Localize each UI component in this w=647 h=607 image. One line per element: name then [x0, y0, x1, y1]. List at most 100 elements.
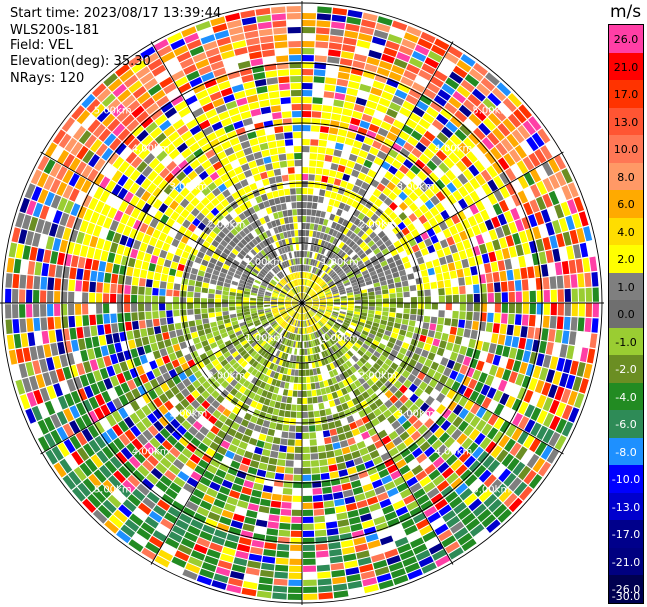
gate-cell — [388, 71, 402, 82]
gate-cell — [381, 350, 390, 358]
gate-cell — [481, 423, 493, 436]
gate-cell — [84, 337, 93, 349]
gate-cell — [147, 327, 155, 336]
gate-cell — [167, 32, 183, 44]
gate-cell — [189, 76, 203, 88]
gate-cell — [284, 331, 289, 338]
gate-cell — [288, 432, 296, 439]
gate-cell — [414, 398, 424, 408]
gate-cell — [302, 453, 311, 460]
gate-cell — [427, 434, 438, 446]
gate-cell — [322, 105, 333, 113]
gate-cell — [296, 294, 300, 300]
gate-cell — [336, 318, 344, 324]
gate-cell — [363, 526, 377, 536]
gate-cell — [271, 493, 282, 501]
gate-cell — [305, 334, 308, 341]
gate-cell — [332, 442, 341, 450]
gate-cell — [390, 332, 399, 339]
gate-cell — [399, 147, 411, 158]
gate-cell — [142, 234, 151, 244]
gate-cell — [418, 118, 431, 130]
gate-cell — [119, 361, 129, 372]
gate-cell — [217, 355, 226, 363]
gate-cell — [392, 226, 401, 235]
gate-cell — [93, 421, 105, 435]
gate-cell — [153, 210, 164, 221]
gate-cell — [347, 310, 354, 314]
gate-cell — [452, 286, 459, 295]
gate-cell — [266, 406, 274, 415]
gate-cell — [445, 303, 452, 311]
gate-cell — [243, 23, 258, 33]
gate-cell — [332, 583, 348, 592]
gate-cell — [250, 108, 262, 117]
gate-cell — [477, 450, 490, 464]
gate-cell — [272, 437, 281, 445]
gate-cell — [252, 332, 260, 338]
gate-cell — [152, 408, 163, 420]
gate-cell — [204, 272, 212, 279]
gate-cell — [222, 371, 230, 380]
gate-cell — [387, 414, 397, 424]
gate-cell — [310, 309, 317, 313]
gate-cell — [569, 229, 579, 245]
gate-cell — [226, 231, 235, 240]
gate-cell — [137, 433, 149, 446]
gate-cell — [371, 553, 386, 563]
gate-cell — [433, 95, 447, 107]
gate-cell — [165, 537, 180, 549]
gate-cell — [141, 134, 154, 147]
gate-cell — [299, 320, 302, 327]
gate-cell — [52, 238, 62, 252]
gate-cell — [350, 117, 361, 126]
gate-cell — [383, 409, 392, 419]
gate-cell — [339, 532, 353, 541]
gate-cell — [427, 267, 435, 276]
gate-cell — [454, 335, 463, 345]
gate-cell — [325, 277, 332, 283]
gate-cell — [498, 488, 513, 503]
gate-cell — [139, 222, 149, 233]
gate-cell — [317, 6, 332, 14]
gate-cell — [388, 261, 397, 269]
gate-cell — [399, 549, 415, 561]
gate-cell — [220, 389, 229, 398]
gate-cell — [511, 427, 523, 441]
gate-cell — [458, 186, 469, 198]
gate-cell — [517, 124, 531, 140]
gate-cell — [302, 313, 304, 320]
colorbar-segment — [609, 107, 643, 136]
gate-cell — [126, 330, 134, 340]
gate-cell — [234, 391, 243, 400]
gate-cell — [75, 303, 82, 315]
gate-cell — [318, 293, 325, 297]
gate-cell — [239, 203, 248, 212]
gate-cell — [229, 299, 236, 303]
gate-cell — [295, 432, 302, 439]
gate-cell — [72, 217, 83, 231]
gate-cell — [413, 187, 424, 197]
gate-cell — [246, 509, 258, 519]
gate-cell — [265, 313, 273, 317]
gate-cell — [265, 291, 272, 295]
colorbar-tick-label: 13.0 — [613, 115, 639, 129]
gate-cell — [176, 215, 186, 225]
gate-cell — [290, 544, 302, 551]
gate-cell — [302, 348, 305, 355]
gate-cell — [329, 355, 335, 362]
gate-cell — [73, 243, 82, 256]
gate-cell — [291, 523, 302, 530]
gate-cell — [192, 83, 206, 94]
gate-cell — [542, 193, 553, 208]
gate-cell — [82, 280, 90, 292]
gate-cell — [136, 161, 148, 173]
gate-cell — [341, 51, 354, 60]
gate-cell — [343, 265, 350, 272]
gate-cell — [241, 327, 249, 333]
gate-cell — [475, 340, 483, 351]
gate-cell — [253, 204, 261, 213]
gate-cell — [268, 457, 278, 465]
gate-cell — [441, 449, 453, 461]
gate-cell — [358, 470, 369, 479]
